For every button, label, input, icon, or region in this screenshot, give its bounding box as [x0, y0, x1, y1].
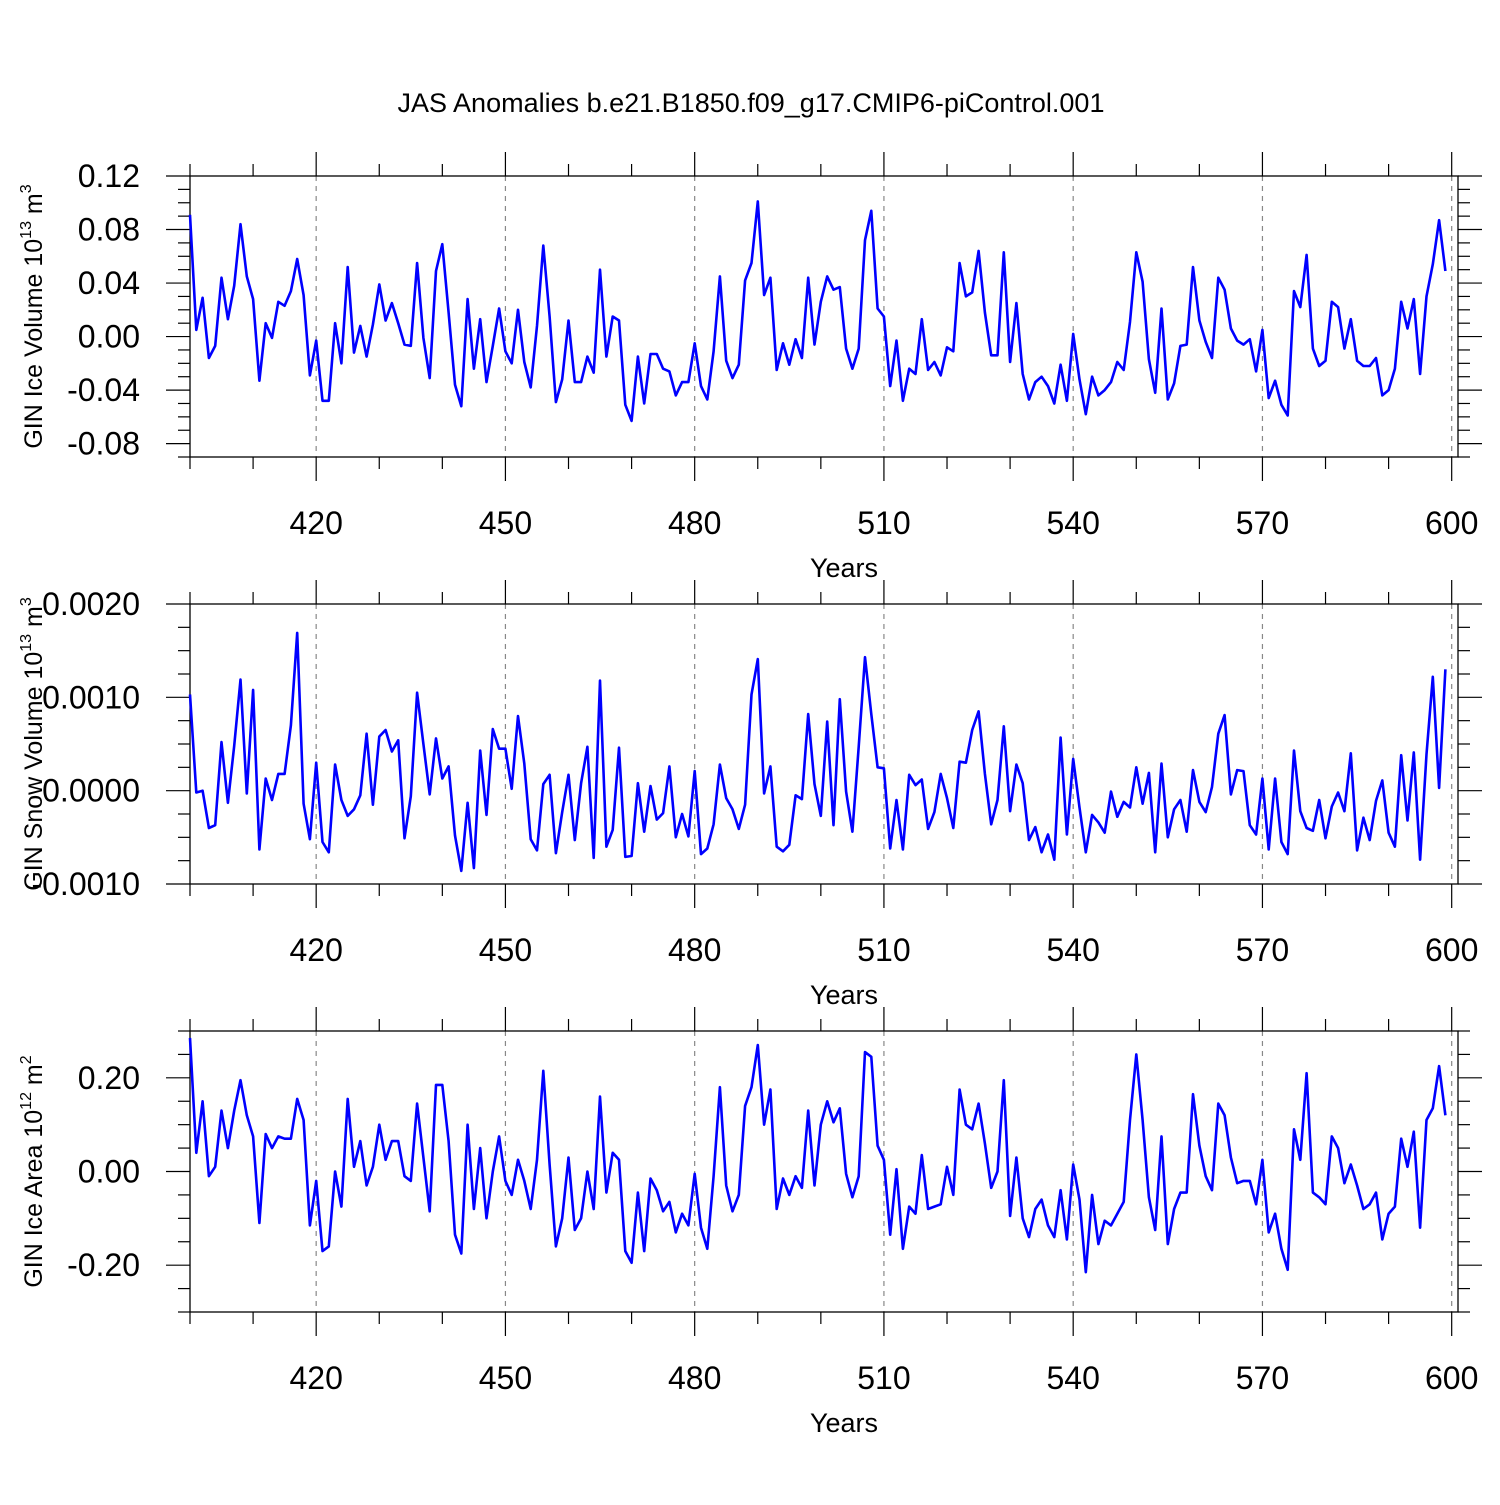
panel-1: 420 450 480 510 540 570 600 Years -0.08 -0.04 0.00…: [18, 152, 1482, 583]
y-axis-label-unit-exponent: 2: [18, 1055, 35, 1064]
x-tick-label: 600: [1425, 1360, 1478, 1396]
series-line: [188, 200, 1447, 423]
y-axis-label-exponent: 13: [18, 634, 35, 652]
x-tick-label: 420: [289, 932, 342, 968]
plot-frame: [189, 175, 1459, 458]
y-tick-label: 0.0000: [42, 773, 140, 809]
x-tick-label: 420: [289, 505, 342, 541]
x-tick-label: 540: [1046, 932, 1099, 968]
x-tick-label: 450: [479, 932, 532, 968]
x-tick-label: 450: [479, 1360, 532, 1396]
x-tick-label: 480: [668, 1360, 721, 1396]
y-tick-label: 0.0010: [42, 679, 140, 715]
y-tick-label: -0.20: [67, 1247, 140, 1283]
y-tick-label: 0.12: [78, 158, 140, 194]
x-tick-label: 510: [857, 1360, 910, 1396]
y-axis-label-main: GIN Ice Volume 10: [20, 239, 48, 449]
y-tick-label: 0.08: [78, 212, 140, 248]
panel-2: 420 450 480 510 540 570 600 Years -0.0010 0.0000 0…: [18, 580, 1482, 1010]
x-tick-label: 570: [1236, 1360, 1289, 1396]
y-axis-label-main: GIN Snow Volume 10: [20, 652, 48, 891]
y-axis-label: GIN Snow Volume 1013 m3: [18, 597, 48, 891]
y-axis-label-unit: m: [20, 606, 48, 634]
panel-3: 420 450 480 510 540 570 600 Years -0.20 0.00 0.20 G…: [18, 1007, 1482, 1438]
series-line: [188, 1037, 1447, 1274]
series-line: [188, 631, 1447, 873]
x-tick-label: 570: [1236, 505, 1289, 541]
x-axis-label: Years: [810, 553, 878, 583]
y-axis-label-exponent: 12: [18, 1092, 35, 1110]
x-axis-label: Years: [810, 980, 878, 1010]
x-tick-label: 480: [668, 932, 721, 968]
y-tick-label: 0.00: [78, 319, 140, 355]
y-tick-label: 0.00: [78, 1154, 140, 1190]
plot-frame: [189, 1030, 1459, 1313]
y-tick-label: -0.0010: [31, 866, 140, 902]
y-axis-label-unit-exponent: 3: [18, 184, 35, 193]
y-axis-label-unit: m: [20, 193, 48, 221]
x-tick-label: 420: [289, 1360, 342, 1396]
y-tick-label: 0.20: [78, 1060, 140, 1096]
x-tick-label: 600: [1425, 932, 1478, 968]
y-axis-label-unit: m: [20, 1064, 48, 1092]
y-axis-label: GIN Ice Area 1012 m2: [18, 1055, 48, 1287]
y-tick-label: 0.04: [78, 265, 140, 301]
x-axis-label: Years: [810, 1408, 878, 1438]
x-tick-label: 570: [1236, 932, 1289, 968]
x-tick-label: 540: [1046, 505, 1099, 541]
figure-title: JAS Anomalies b.e21.B1850.f09_g17.CMIP6-…: [398, 88, 1105, 118]
x-tick-label: 480: [668, 505, 721, 541]
y-tick-label: -0.08: [67, 426, 140, 462]
y-axis-label-unit-exponent: 3: [18, 597, 35, 606]
y-axis-label-main: GIN Ice Area 10: [20, 1110, 48, 1288]
y-axis-label: GIN Ice Volume 1013 m3: [18, 184, 48, 448]
x-tick-label: 510: [857, 505, 910, 541]
y-axis-label-exponent: 13: [18, 221, 35, 239]
x-tick-label: 510: [857, 932, 910, 968]
x-tick-label: 540: [1046, 1360, 1099, 1396]
y-tick-label: -0.04: [67, 372, 140, 408]
y-tick-label: 0.0020: [42, 586, 140, 622]
x-tick-label: 600: [1425, 505, 1478, 541]
x-tick-label: 450: [479, 505, 532, 541]
